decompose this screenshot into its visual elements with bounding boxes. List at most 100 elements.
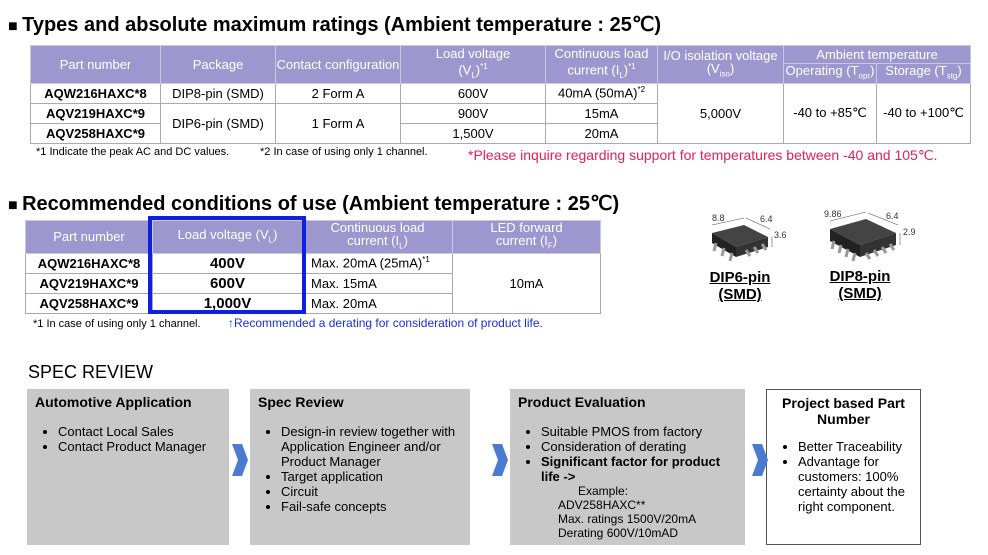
header: Operating (Topr) [783, 63, 877, 84]
header: I/O isolation voltage (Viso) [657, 45, 784, 84]
cell: DIP6-pin (SMD) [160, 102, 276, 144]
cell: Max. 20mA (25mA)*1 [302, 252, 453, 274]
dimension: 6.4 [760, 214, 773, 224]
text: current (I [495, 233, 548, 248]
dip6-chip: 8.8 6.4 3.6 [711, 213, 787, 262]
arrow [752, 444, 768, 476]
example-line: Derating 600V/10mAD [558, 526, 679, 540]
text: Load voltage [435, 45, 511, 61]
step-title: Spec Review [258, 394, 344, 410]
text: L [399, 241, 404, 251]
cell: -40 to +85℃ [783, 82, 877, 144]
text: DIP6-pin [709, 269, 771, 286]
text: current (I [347, 233, 400, 248]
package-drawings: 8.8 6.4 3.6 9.86 6.4 2.9 [711, 209, 916, 262]
step-title: Project based Part Number [782, 395, 905, 427]
header: Continuous load current (IL)*1 [545, 45, 658, 84]
cell: 40mA (50mA)*2 [545, 82, 658, 104]
arrow [492, 444, 508, 476]
bullet: Contact Product Manager [58, 439, 221, 454]
cell: AQV219HAXC*9 [30, 102, 161, 124]
text: opr [858, 71, 871, 81]
bullet: Consideration of derating [541, 439, 737, 454]
footnote: *2 In case of using only 1 channel. [260, 146, 428, 158]
dip8-chip: 9.86 6.4 2.9 [824, 209, 916, 262]
cell: 1,500V [400, 122, 546, 144]
text: ) [403, 233, 408, 248]
header: LED forward current (IF) [452, 220, 601, 254]
dimension: 9.86 [824, 209, 842, 219]
text: ) [957, 63, 962, 78]
header: Contact configuration [275, 45, 401, 84]
cell: 600V [400, 82, 546, 104]
text: stg [946, 71, 958, 81]
example-line: Max. ratings 1500V/20mA [558, 512, 697, 526]
step-box: Project based Part Number Better Traceab… [766, 389, 921, 545]
header: Load voltage (VL)*1 [400, 45, 546, 84]
cell: 15mA [545, 102, 658, 124]
package-label: DIP8-pin (SMD) [820, 268, 900, 302]
text: I/O isolation voltage [663, 47, 778, 63]
bullet: Contact Local Sales [58, 424, 221, 439]
text: 40mA (50mA) [557, 85, 638, 101]
bullet: Fail-safe concepts [281, 499, 462, 514]
cell: 1,000V [152, 292, 303, 314]
bullet: Significant factor for product life -> [541, 454, 737, 484]
header: Ambient temperature [783, 45, 971, 64]
text: Storage (T [885, 63, 947, 78]
flow-arrows [232, 444, 768, 476]
text: L [471, 70, 476, 80]
text: ) [552, 233, 558, 248]
cell: DIP8-pin (SMD) [160, 82, 276, 104]
cell: AQV258HAXC*9 [25, 292, 153, 314]
text: Load voltage (V [177, 226, 269, 242]
step-box: Product Evaluation Suitable PMOS from fa… [510, 389, 745, 545]
text: L [619, 70, 624, 80]
footnote: *1 In case of using only 1 channel. [33, 318, 201, 330]
cell: 900V [400, 102, 546, 124]
arrow [232, 444, 248, 476]
dimension: 2.9 [903, 227, 916, 237]
text: iso [719, 69, 730, 79]
cell: AQW216HAXC*8 [25, 252, 153, 274]
text: *1 [480, 61, 488, 71]
section-title: Types and absolute maximum ratings (Ambi… [8, 12, 661, 37]
bullet: Advantage for customers: 100% certainty … [798, 454, 912, 514]
cell: 1 Form A [275, 102, 401, 144]
ratings-table: Part number Package Contact configuratio… [30, 45, 971, 144]
conditions-table: Part number Load voltage (VL) Continuous… [25, 220, 601, 314]
dimension: 6.4 [886, 211, 899, 221]
text: (SMD) [838, 285, 882, 302]
text: DIP8-pin [829, 268, 891, 285]
cell: AQV219HAXC*9 [25, 272, 153, 294]
text: *1 [422, 255, 430, 265]
step-box: Automotive Application Contact Local Sal… [27, 389, 229, 545]
text: LED forward [490, 220, 563, 235]
step-title: Automotive Application [35, 394, 192, 410]
text: ) [623, 62, 629, 78]
header: Package [160, 45, 276, 84]
dimension: 3.6 [774, 230, 787, 240]
text: F [547, 241, 553, 251]
cell: 5,000V [657, 82, 784, 144]
text: ) [870, 63, 875, 78]
cell: Max. 20mA [302, 292, 453, 314]
step-title: Product Evaluation [518, 394, 646, 410]
header: Part number [25, 220, 153, 254]
text: L [268, 235, 274, 245]
text: ) [729, 60, 735, 76]
header: Part number [30, 45, 161, 84]
text: Max. 20mA (25mA) [311, 255, 423, 271]
step-box: Spec Review Design-in review together wi… [250, 389, 470, 545]
text: current (I [567, 62, 620, 78]
text: (V [458, 62, 472, 78]
example-line: Example: [578, 484, 629, 498]
section-title: Recommended conditions of use (Ambient t… [8, 191, 619, 216]
text: *1 [628, 61, 636, 71]
text: Continuous load [330, 220, 425, 235]
bullet: Design-in review together with Applicati… [281, 424, 462, 469]
package-label: DIP6-pin (SMD) [700, 269, 780, 303]
example-line: ADV258HAXC** [558, 498, 646, 512]
highlight-box [148, 216, 306, 314]
